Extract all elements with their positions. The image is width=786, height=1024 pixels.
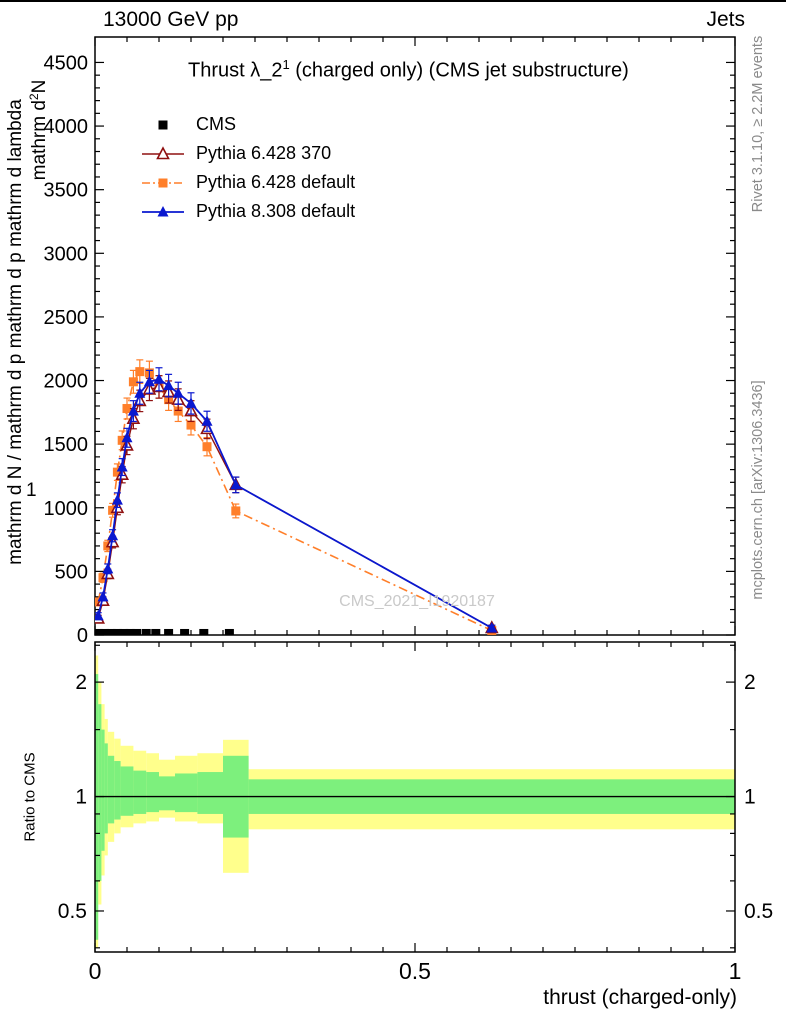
legend-label-pythia6-370: Pythia 6.428 370 — [196, 143, 332, 163]
watermark-analysis-id: CMS_2021_I1920187 — [339, 593, 495, 610]
svg-text:0: 0 — [77, 625, 88, 647]
svg-text:0.5: 0.5 — [399, 958, 431, 984]
y-axis-label-numerator-symbol: N — [29, 79, 51, 94]
ratio-axis-label: Ratio to CMS — [21, 752, 39, 842]
legend-marker-pythia6-370-icon — [140, 144, 186, 164]
legend-label-cms: CMS — [196, 114, 236, 134]
svg-text:2: 2 — [75, 671, 87, 694]
svg-text:0.5: 0.5 — [58, 900, 87, 923]
legend-marker-pythia8-default-icon — [140, 202, 186, 222]
svg-text:3000: 3000 — [44, 243, 89, 265]
svg-text:500: 500 — [55, 561, 88, 583]
y-axis-fraction-one: 1 — [26, 480, 37, 501]
legend-marker-cms-icon — [140, 115, 186, 135]
mcplots-reference-note: mcplots.cern.ch [arXiv:1306.3436] — [750, 380, 766, 600]
legend-item-cms: CMS — [140, 110, 355, 139]
legend-marker-pythia6-default-icon — [140, 173, 186, 193]
svg-text:1: 1 — [744, 786, 756, 809]
rivet-version-note: Rivet 3.1.10, ≥ 2.2M events — [750, 35, 766, 213]
legend-label-pythia8-default: Pythia 8.308 default — [196, 201, 356, 221]
svg-text:2000: 2000 — [44, 371, 89, 393]
x-axis-label: thrust (charged-only) — [543, 986, 737, 1009]
plot-title: Thrust λ_21 (charged only) (CMS jet subs… — [188, 57, 629, 83]
svg-text:4000: 4000 — [44, 116, 89, 138]
y-axis-label-numerator-exponent: 2 — [26, 93, 41, 101]
header-beam-energy: 13000 GeV pp — [103, 8, 239, 31]
svg-text:1: 1 — [729, 958, 742, 984]
svg-text:0: 0 — [89, 958, 102, 984]
y-axis-label-numerator: mathrm d2N — [27, 80, 51, 181]
legend-label-pythia6-default: Pythia 6.428 default — [196, 172, 356, 192]
svg-text:1500: 1500 — [44, 434, 89, 456]
legend: CMS Pythia 6.428 370 Pythia 6.428 defaul… — [140, 110, 355, 226]
y-axis-label-numerator-text: mathrm d — [29, 100, 51, 181]
legend-item-pythia8-default: Pythia 8.308 default — [140, 197, 355, 226]
plot-title-superscript: 1 — [282, 57, 290, 72]
plot-title-main: Thrust λ_2 — [188, 59, 283, 82]
svg-text:0.5: 0.5 — [744, 900, 773, 923]
svg-text:3500: 3500 — [44, 180, 89, 202]
header-analysis-group: Jets — [706, 8, 745, 31]
svg-text:1000: 1000 — [44, 498, 89, 520]
svg-text:4500: 4500 — [44, 52, 89, 74]
plot-title-rest: (charged only) (CMS jet substructure) — [289, 59, 629, 82]
svg-text:2: 2 — [744, 671, 756, 694]
svg-text:2500: 2500 — [44, 307, 89, 329]
legend-item-pythia6-370: Pythia 6.428 370 — [140, 139, 355, 168]
legend-item-pythia6-default: Pythia 6.428 default — [140, 168, 355, 197]
y-axis-label-denominator: mathrm d N / mathrm d p mathrm d p mathr… — [5, 99, 26, 565]
svg-text:1: 1 — [75, 786, 87, 809]
